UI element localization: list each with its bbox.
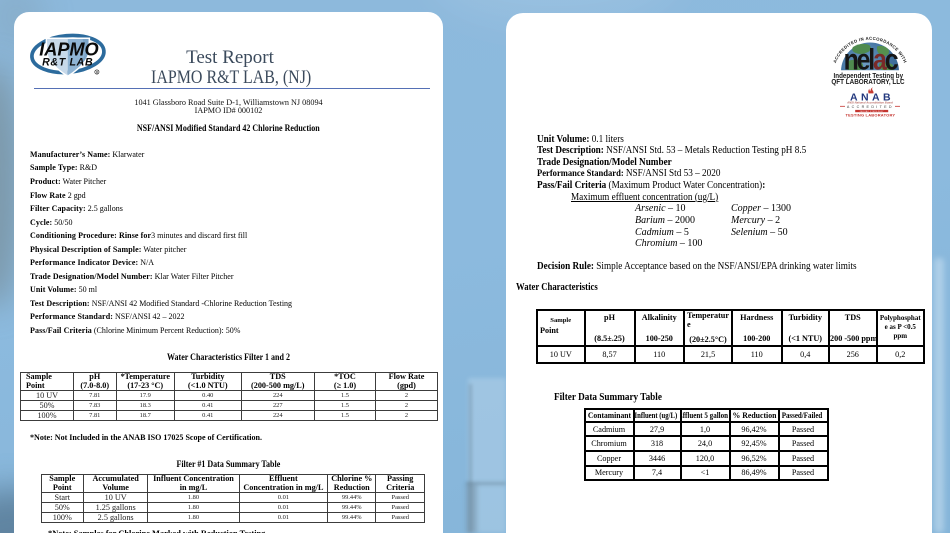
svg-text:TESTING LABORATORY: TESTING LABORATORY: [846, 112, 896, 117]
svg-text:ANSI National Accreditation Bo: ANSI National Accreditation Board: [846, 100, 893, 104]
svg-text:R&T LAB: R&T LAB: [42, 57, 93, 69]
svg-text:ANAB: ANAB: [850, 92, 894, 104]
svg-text:Independent Testing by: Independent Testing by: [834, 72, 904, 79]
svg-text:nelac: nelac: [844, 42, 899, 76]
svg-text:QFT LABORATORY, LLC: QFT LABORATORY, LLC: [831, 79, 904, 86]
svg-text:IAPMO: IAPMO: [39, 39, 98, 59]
svg-text:ISO/IEC 17025:2017: ISO/IEC 17025:2017: [860, 111, 884, 113]
svg-text:ACCREDITED: ACCREDITED: [847, 105, 894, 109]
svg-text:R: R: [96, 70, 99, 74]
